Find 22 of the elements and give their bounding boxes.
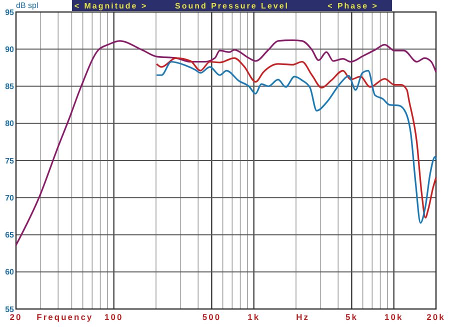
x-tick-label: 500 — [202, 312, 222, 322]
y-tick-label: 55 — [5, 304, 15, 314]
x-tick-label: 10k — [384, 312, 404, 322]
x-tick-label: 20 — [10, 312, 22, 322]
x-tick-label: 1k — [248, 312, 260, 322]
y-tick-label: 60 — [5, 268, 15, 277]
x-axis-title: Frequency — [36, 312, 94, 322]
y-tick-label: 75 — [5, 156, 15, 166]
text: Hz — [296, 312, 310, 322]
x-tick-label: 100 — [104, 312, 124, 322]
y-tick-label: 65 — [5, 230, 15, 240]
y-tick-label: 85 — [5, 82, 15, 92]
y-tick-label: 95 — [5, 8, 15, 17]
chart-title: Sound Pressure Level — [174, 2, 290, 10]
x-tick-label: 20k — [426, 312, 446, 322]
text: < Phase > — [328, 2, 378, 10]
y-tick-label: 90 — [5, 44, 15, 54]
y-tick-label: 80 — [5, 119, 15, 128]
x-tick-label: 5k — [345, 312, 358, 322]
text: < Magnitude > — [74, 2, 148, 10]
y-axis-title: dB spl — [16, 1, 38, 10]
y-tick-label: 70 — [5, 193, 15, 202]
